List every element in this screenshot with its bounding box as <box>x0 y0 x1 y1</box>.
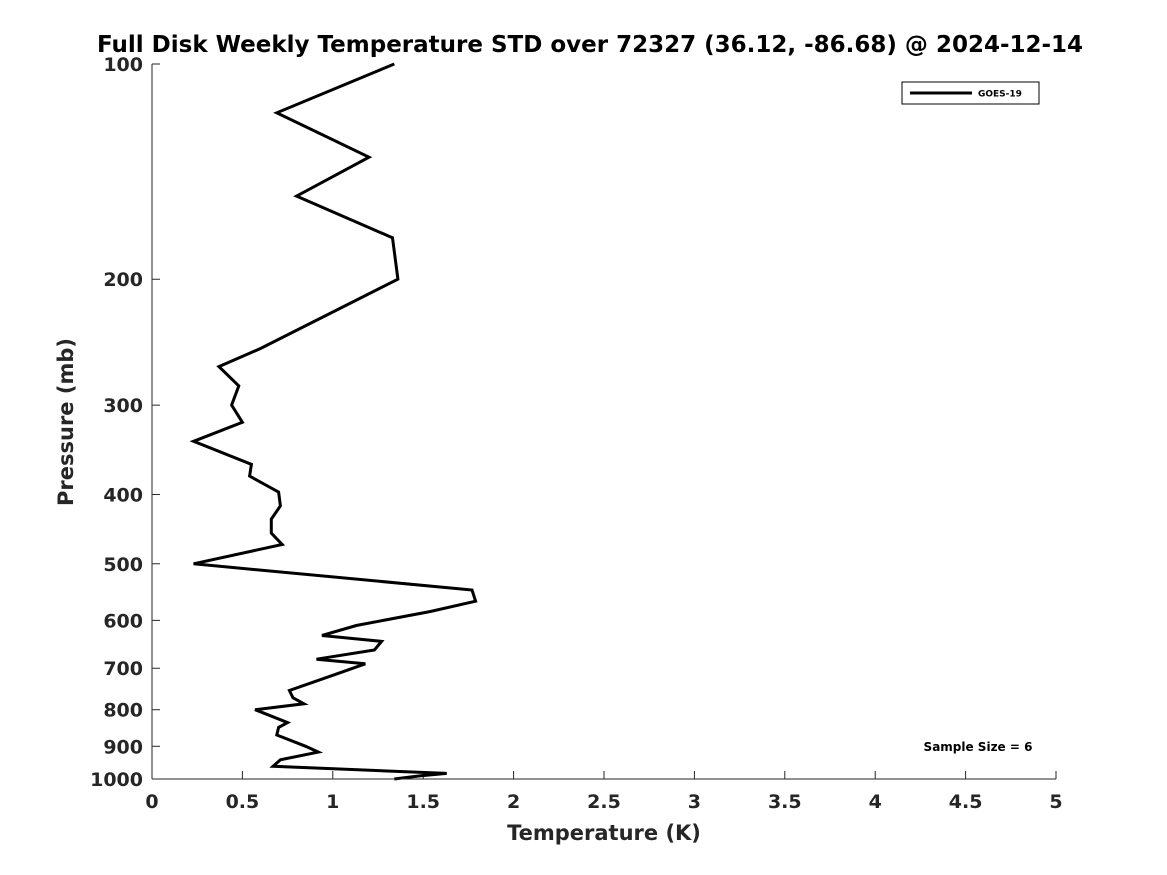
y-axis-label: Pressure (mb) <box>54 338 78 506</box>
y-tick-label: 500 <box>103 554 143 576</box>
x-tick-label: 1 <box>326 791 339 813</box>
y-tick-label: 1000 <box>90 769 143 791</box>
y-tick-label: 300 <box>103 395 143 417</box>
x-tick-label: 3.5 <box>768 791 802 813</box>
x-tick-label: 2 <box>507 791 520 813</box>
x-axis-label: Temperature (K) <box>507 821 701 845</box>
y-tick-label: 400 <box>103 484 143 506</box>
chart-title: Full Disk Weekly Temperature STD over 72… <box>97 32 1083 58</box>
y-tick-label: 800 <box>103 700 143 722</box>
legend-label-goes-19: GOES-19 <box>978 90 1022 100</box>
x-tick-label: 3 <box>688 791 701 813</box>
x-axis-ticks: 0 0.5 1 1.5 2 2.5 3 3.5 4 4.5 5 <box>145 771 1063 813</box>
y-tick-label: 600 <box>103 610 143 632</box>
x-tick-label: 0.5 <box>226 791 260 813</box>
x-tick-label: 1.5 <box>406 791 440 813</box>
x-tick-label: 4 <box>869 791 882 813</box>
plot-area <box>189 62 478 781</box>
x-tick-label: 4.5 <box>949 791 983 813</box>
x-tick-label: 2.5 <box>587 791 621 813</box>
sample-size-annotation: Sample Size = 6 <box>924 740 1033 754</box>
x-tick-label: 5 <box>1049 791 1062 813</box>
x-tick-label: 0 <box>145 791 158 813</box>
y-tick-label: 900 <box>103 736 143 758</box>
legend: GOES-19 <box>901 81 1040 105</box>
y-tick-label: 700 <box>103 658 143 680</box>
series-line-goes-19 <box>189 62 478 781</box>
y-axis-ticks: 100 200 300 400 500 600 700 800 900 1000 <box>90 54 160 791</box>
y-tick-label: 100 <box>103 54 143 76</box>
y-tick-label: 200 <box>103 269 143 291</box>
